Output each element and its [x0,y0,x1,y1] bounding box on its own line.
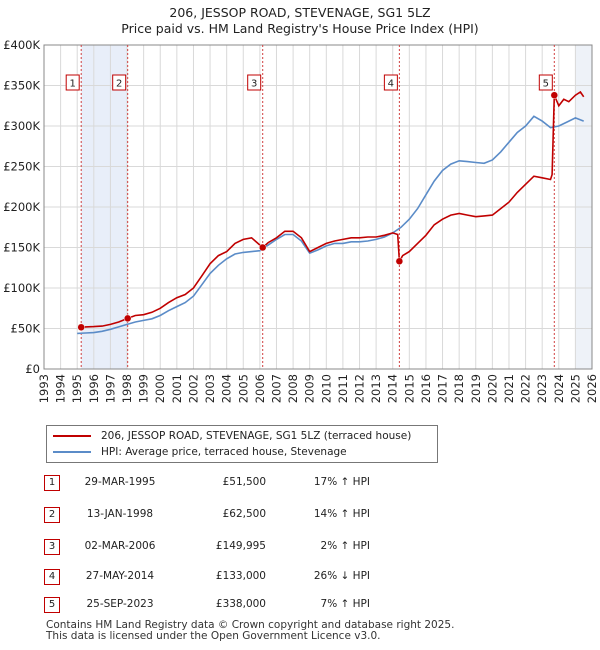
x-tick-label: 2006 [253,374,267,403]
x-tick-label: 2004 [220,374,234,403]
transaction-date: 25-SEP-2023 [86,598,154,610]
sale-point [258,243,267,252]
x-tick-label: 2026 [585,374,599,403]
transaction-price: £133,000 [215,570,266,582]
sale-label-box [247,74,262,91]
transaction-price: £338,000 [215,598,266,610]
sale-label-box [65,74,80,91]
x-tick-label: 2000 [153,374,167,403]
x-tick-label: 2021 [502,374,516,403]
transaction-date: 29-MAR-1995 [84,476,156,488]
legend-swatch-property [53,435,91,437]
transaction-hpi-diff: 14% ↑ HPI [313,508,370,520]
sale-point [550,91,559,99]
transaction-number: 4 [44,569,60,585]
legend-label-hpi: HPI: Average price, terraced house, Stev… [101,446,347,458]
x-tick-label: 2018 [452,374,466,403]
chart-subtitle: Price paid vs. HM Land Registry's House … [121,21,479,36]
sale-point [395,257,404,266]
table-row: 1 29-MAR-1995 £51,500 17% ↑ HPI [0,472,600,492]
table-row: 3 02-MAR-2006 £149,995 2% ↑ HPI [0,536,600,556]
x-tick-label: 1998 [120,374,134,403]
sale-label-box [538,74,553,91]
legend-item-property: 206, JESSOP ROAD, STEVENAGE, SG1 5LZ (te… [53,428,411,444]
transaction-number: 2 [44,507,60,523]
y-tick-label: £400K [3,38,40,52]
x-tick-label: 2025 [568,374,582,403]
x-tick-label: 2014 [386,374,400,403]
sale-label-box [112,74,127,91]
sale-label: 4 [388,79,394,90]
x-tick-label: 2010 [319,374,333,403]
transaction-hpi-diff: 7% ↑ HPI [320,598,370,610]
x-tick-label: 1993 [37,374,51,403]
x-tick-label: 2009 [303,374,317,403]
plot-border [43,44,593,370]
y-tick-label: £250K [3,160,40,174]
transaction-hpi-diff: 26% ↓ HPI [313,570,370,582]
legend-label-property: 206, JESSOP ROAD, STEVENAGE, SG1 5LZ (te… [101,430,412,442]
y-tick-label: £150K [3,241,40,255]
table-row: 2 13-JAN-1998 £62,500 14% ↑ HPI [0,504,600,524]
x-tick-label: 2020 [485,374,499,403]
transaction-hpi-diff: 2% ↑ HPI [320,540,370,552]
x-tick-label: 2023 [535,374,549,403]
table-row: 5 25-SEP-2023 £338,000 7% ↑ HPI [0,594,600,614]
x-tick-label: 2011 [336,374,350,403]
y-tick-label: £350K [3,79,40,93]
x-tick-label: 2005 [236,374,250,403]
transaction-price: £51,500 [222,476,266,488]
x-tick-label: 2002 [186,374,200,403]
transaction-number: 1 [44,475,60,491]
x-tick-label: 2008 [286,374,300,403]
x-tick-label: 1995 [70,374,84,403]
sale-point [123,314,132,323]
footer-license: This data is licensed under the Open Gov… [46,630,381,642]
x-tick-label: 1999 [137,374,151,403]
x-tick-label: 1994 [54,374,68,403]
transaction-price: £62,500 [222,508,266,520]
footer: Contains HM Land Registry data © Crown c… [46,620,454,642]
legend-swatch-hpi [53,451,91,453]
x-tick-label: 2012 [353,374,367,403]
x-tick-label: 2001 [170,374,184,403]
y-tick-label: £200K [3,200,40,214]
y-tick-label: £300K [3,119,40,133]
transaction-price: £149,995 [215,540,266,552]
sale-label-box [383,74,398,91]
property-price-line [81,90,585,329]
legend-item-hpi: HPI: Average price, terraced house, Stev… [53,444,347,460]
y-tick-label: £50K [11,322,41,336]
x-tick-label: 2003 [203,374,217,403]
price-chart: £0 £50K £100K £150K £200K £250K £300K £350K £400… [3,38,599,403]
x-tick-label: 2019 [469,374,483,403]
x-tick-label: 2024 [552,374,566,403]
sale-label: 3 [251,79,257,90]
x-tick-label: 1996 [87,374,101,403]
x-tick-label: 2022 [519,374,533,403]
sale-point [77,323,85,332]
x-tick-label: 2007 [269,374,283,403]
chart-title: 206, JESSOP ROAD, STEVENAGE, SG1 5LZ [169,5,431,20]
transaction-number: 3 [44,539,60,555]
transaction-date: 27-MAY-2014 [85,570,155,582]
transaction-date: 13-JAN-1998 [86,508,154,520]
transaction-hpi-diff: 17% ↑ HPI [313,476,370,488]
transaction-date: 02-MAR-2006 [84,540,156,552]
sale-label: 1 [70,79,76,90]
hpi-line [77,115,584,335]
sale-label: 2 [116,79,122,90]
x-tick-label: 1997 [103,374,117,403]
x-tick-label: 2013 [369,374,383,403]
transaction-number: 5 [44,597,60,613]
y-tick-label: £0 [25,362,40,376]
x-tick-label: 2015 [402,374,416,403]
sale-label: 5 [543,79,549,90]
y-tick-label: £100K [3,281,40,295]
x-tick-label: 2017 [436,374,450,403]
table-row: 4 27-MAY-2014 £133,000 26% ↓ HPI [0,566,600,586]
legend: 206, JESSOP ROAD, STEVENAGE, SG1 5LZ (te… [46,425,438,463]
x-tick-label: 2016 [419,374,433,403]
footer-copyright: Contains HM Land Registry data © Crown c… [46,619,455,631]
